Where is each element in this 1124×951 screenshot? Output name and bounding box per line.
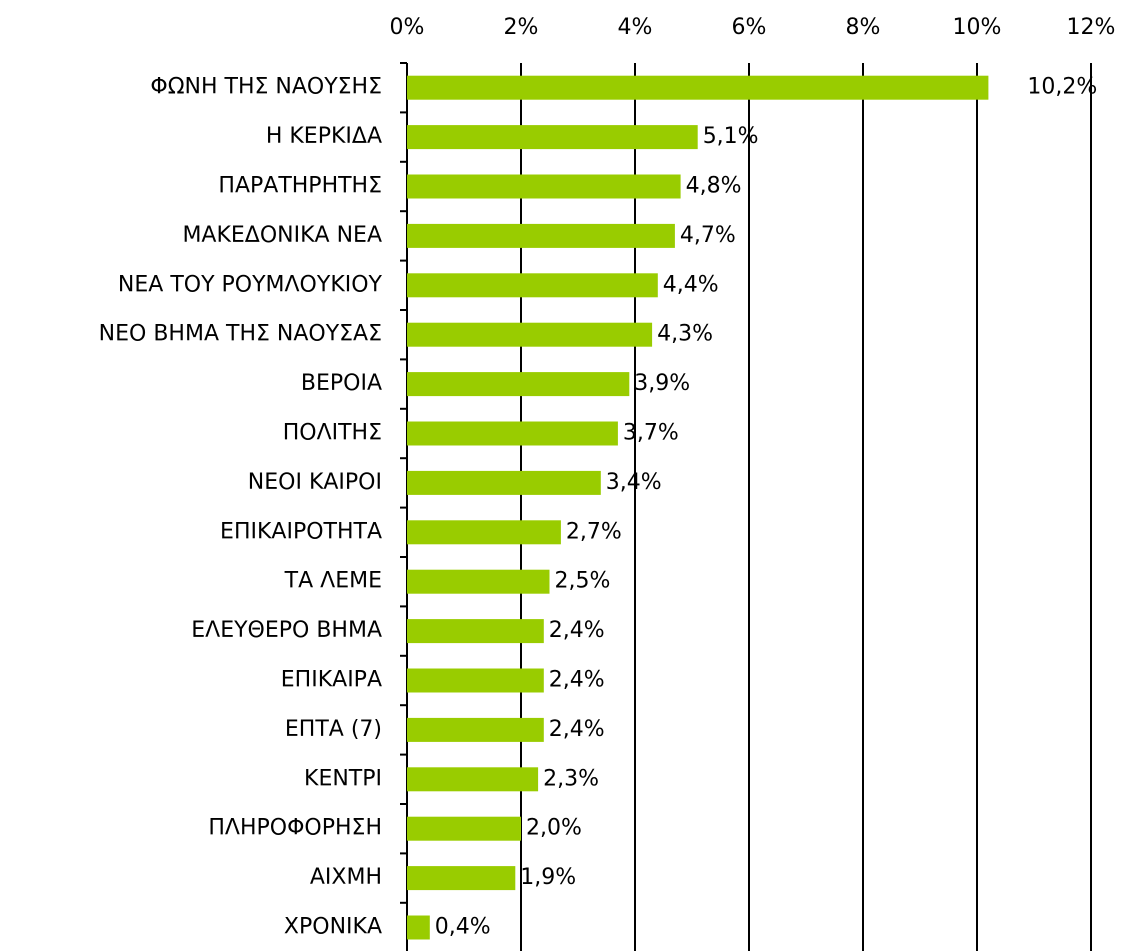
value-label: 3,4%	[606, 470, 662, 495]
y-tick-label: ΝΕΑ ΤΟΥ ΡΟΥΜΛΟΥΚΙΟΥ	[118, 272, 383, 297]
x-tick-label: 12%	[1067, 15, 1116, 40]
bar	[407, 915, 430, 940]
y-tick-label: ΑΙΧΜΗ	[310, 865, 382, 890]
bar	[407, 717, 544, 742]
x-tick-label: 0%	[390, 15, 425, 40]
y-tick-label: ΝΕΟΙ ΚΑΙΡΟΙ	[248, 470, 382, 495]
bar	[407, 470, 601, 495]
y-tick-label: ΝΕΟ ΒΗΜΑ ΤΗΣ ΝΑΟΥΣΑΣ	[99, 322, 382, 347]
x-tick-label: 6%	[732, 15, 767, 40]
bar	[407, 767, 539, 792]
value-label: 3,9%	[634, 371, 690, 396]
x-tick-label: 8%	[846, 15, 881, 40]
value-label: 2,4%	[549, 717, 605, 742]
bar	[407, 421, 618, 446]
y-tick-label: ΚΕΝΤΡΙ	[304, 766, 382, 791]
y-tick-label: ΠΑΡΑΤΗΡΗΤΗΣ	[218, 174, 382, 199]
bar	[407, 174, 681, 199]
value-label: 2,3%	[543, 766, 599, 791]
value-label: 4,8%	[686, 174, 742, 199]
bar	[407, 520, 561, 545]
bar	[407, 322, 653, 347]
y-tick-label: ΒΕΡΟΙΑ	[301, 371, 382, 396]
value-label: 1,9%	[520, 865, 576, 890]
bar	[407, 816, 521, 841]
y-tick-label: ΕΠΙΚΑΙΡΑ	[281, 668, 382, 693]
y-tick-label: ΕΠΤΑ (7)	[285, 717, 382, 742]
value-label: 4,4%	[663, 272, 719, 297]
value-label: 3,7%	[623, 421, 679, 446]
y-tick-label: Η ΚΕΡΚΙΔΑ	[266, 124, 382, 149]
value-label: 2,7%	[566, 519, 622, 544]
value-label: 2,5%	[555, 569, 611, 594]
y-tick-label: ΧΡΟΝΙΚΑ	[284, 915, 382, 940]
y-tick-label: ΕΠΙΚΑΙΡΟΤΗΤΑ	[220, 519, 382, 544]
value-label: 2,0%	[526, 816, 582, 841]
bar	[407, 619, 544, 644]
bar	[407, 75, 989, 100]
bar	[407, 223, 675, 248]
x-tick-label: 2%	[504, 15, 539, 40]
y-tick-label: ΤΑ ΛΕΜΕ	[284, 569, 382, 594]
bar	[407, 273, 658, 298]
x-tick-label: 4%	[618, 15, 653, 40]
y-tick-label: ΦΩΝΗ ΤΗΣ ΝΑΟΥΣΗΣ	[150, 75, 382, 100]
value-label: 5,1%	[703, 124, 759, 149]
bar	[407, 668, 544, 693]
value-label: 4,7%	[680, 223, 736, 248]
value-label: 0,4%	[435, 915, 491, 940]
y-tick-label: ΜΑΚΕΔΟΝΙΚΑ ΝΕΑ	[182, 223, 382, 248]
value-label: 2,4%	[549, 618, 605, 643]
value-label: 10,2%	[1027, 75, 1097, 100]
value-label: 2,4%	[549, 668, 605, 693]
y-tick-label: ΠΟΛΙΤΗΣ	[283, 421, 382, 446]
y-tick-label: ΕΛΕΥΘΕΡΟ ΒΗΜΑ	[191, 618, 382, 643]
bar	[407, 866, 516, 891]
y-tick-label: ΠΛΗΡΟΦΟΡΗΣΗ	[208, 816, 382, 841]
bar	[407, 569, 550, 594]
value-label: 4,3%	[657, 322, 713, 347]
x-tick-label: 10%	[953, 15, 1002, 40]
bar	[407, 372, 630, 397]
bar	[407, 125, 698, 150]
